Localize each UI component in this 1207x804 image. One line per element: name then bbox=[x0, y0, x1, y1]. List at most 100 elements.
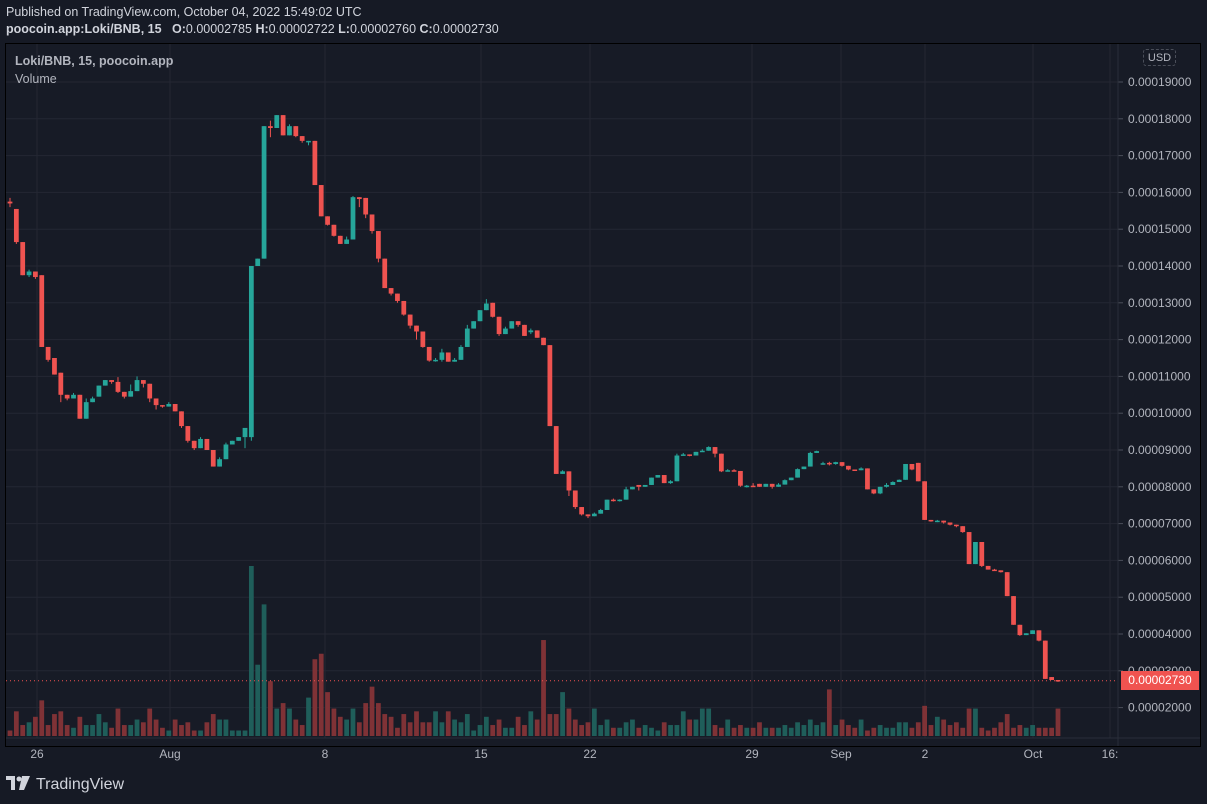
candle bbox=[642, 484, 648, 487]
candle bbox=[242, 427, 248, 438]
volume-bar bbox=[744, 727, 750, 736]
volume-indicator-label[interactable]: Volume bbox=[15, 72, 57, 86]
candle bbox=[1036, 630, 1042, 641]
volume-bar bbox=[1004, 714, 1010, 736]
candle bbox=[934, 520, 940, 523]
volume-bar bbox=[699, 708, 705, 736]
volume-bar bbox=[312, 659, 318, 736]
volume-bar bbox=[553, 714, 559, 736]
candle bbox=[464, 328, 470, 347]
series-title[interactable]: Loki/BNB, 15, poocoin.app bbox=[15, 54, 174, 68]
volume-bar bbox=[236, 730, 242, 736]
volume-bar bbox=[179, 725, 184, 736]
candle bbox=[134, 380, 140, 392]
y-tick-label: 0.00011000 bbox=[1128, 369, 1191, 383]
candle bbox=[306, 140, 311, 143]
volume-bar bbox=[445, 711, 451, 736]
volume-bar bbox=[458, 722, 464, 736]
symbol-ohlc-line: poocoin.app:Loki/BNB, 15 O:0.00002785 H:… bbox=[6, 21, 499, 38]
volume-bar bbox=[483, 716, 489, 736]
volume-bar bbox=[83, 725, 89, 736]
volume-bar bbox=[464, 714, 470, 736]
candle bbox=[128, 391, 134, 397]
currency-button[interactable]: USD bbox=[1143, 49, 1176, 66]
volume-bar bbox=[496, 719, 502, 736]
candle bbox=[960, 526, 966, 533]
candle bbox=[598, 509, 604, 514]
volume-bar bbox=[128, 725, 134, 736]
volume-bar bbox=[33, 716, 38, 736]
candle bbox=[826, 462, 832, 465]
volume-bar bbox=[680, 711, 686, 736]
volume-bar bbox=[369, 686, 375, 736]
candle bbox=[13, 208, 19, 243]
candle bbox=[744, 485, 750, 488]
candle bbox=[661, 475, 667, 484]
volume-bar bbox=[337, 716, 343, 736]
candle bbox=[64, 394, 70, 399]
volume-bar bbox=[490, 725, 496, 736]
candle bbox=[1017, 624, 1023, 636]
volume-bar bbox=[318, 653, 324, 736]
y-tick-label: 0.00013000 bbox=[1128, 296, 1192, 310]
candle bbox=[515, 321, 521, 325]
candle bbox=[725, 470, 731, 472]
candle bbox=[572, 490, 578, 508]
candle bbox=[687, 454, 692, 456]
volume-bar bbox=[668, 725, 673, 736]
volume-bar bbox=[718, 727, 724, 736]
chart-frame[interactable] bbox=[5, 43, 1201, 747]
candle bbox=[388, 288, 394, 294]
volume-bar bbox=[109, 727, 115, 736]
volume-bar bbox=[617, 727, 623, 736]
volume-bar bbox=[280, 703, 286, 736]
volume-bar bbox=[71, 727, 76, 736]
volume-bar bbox=[433, 711, 438, 736]
candle bbox=[630, 486, 635, 490]
candle bbox=[483, 303, 489, 311]
volume-bar bbox=[350, 708, 356, 736]
candle bbox=[833, 462, 839, 464]
volume-bar bbox=[255, 664, 261, 736]
candle bbox=[356, 197, 362, 200]
volume-bar bbox=[865, 730, 870, 736]
candle bbox=[318, 185, 324, 217]
volume-bar bbox=[953, 722, 959, 736]
candle bbox=[198, 438, 203, 449]
candle bbox=[261, 126, 267, 259]
candle bbox=[915, 462, 921, 482]
candle bbox=[217, 459, 222, 467]
volume-bar bbox=[801, 725, 807, 736]
volume-bar bbox=[1036, 727, 1042, 736]
volume-bar bbox=[287, 708, 292, 736]
volume-bar bbox=[26, 722, 32, 736]
candle bbox=[655, 475, 661, 478]
volume-bar bbox=[731, 727, 737, 736]
candle bbox=[287, 126, 292, 136]
volume-bar bbox=[750, 727, 756, 736]
x-tick-label: 15 bbox=[474, 747, 488, 761]
volume-bar bbox=[363, 703, 369, 736]
volume-bar bbox=[973, 708, 978, 736]
volume-bar bbox=[64, 725, 70, 736]
candle bbox=[782, 480, 788, 485]
candle bbox=[674, 455, 680, 482]
candle bbox=[553, 426, 559, 474]
volume-bar bbox=[102, 722, 108, 736]
x-tick-label: 8 bbox=[322, 747, 329, 761]
low-label: L: bbox=[338, 22, 350, 36]
candle bbox=[274, 115, 280, 128]
candle bbox=[852, 469, 858, 472]
volume-bar bbox=[191, 730, 197, 736]
volume-bar bbox=[1042, 727, 1048, 736]
candle bbox=[1004, 572, 1010, 597]
candle bbox=[325, 216, 330, 225]
volume-bar bbox=[261, 604, 267, 736]
candle bbox=[706, 447, 712, 451]
candle bbox=[877, 486, 883, 494]
candle bbox=[477, 310, 483, 322]
volume-bar bbox=[528, 711, 534, 736]
volume-bar bbox=[248, 566, 254, 736]
candle bbox=[1030, 630, 1035, 634]
